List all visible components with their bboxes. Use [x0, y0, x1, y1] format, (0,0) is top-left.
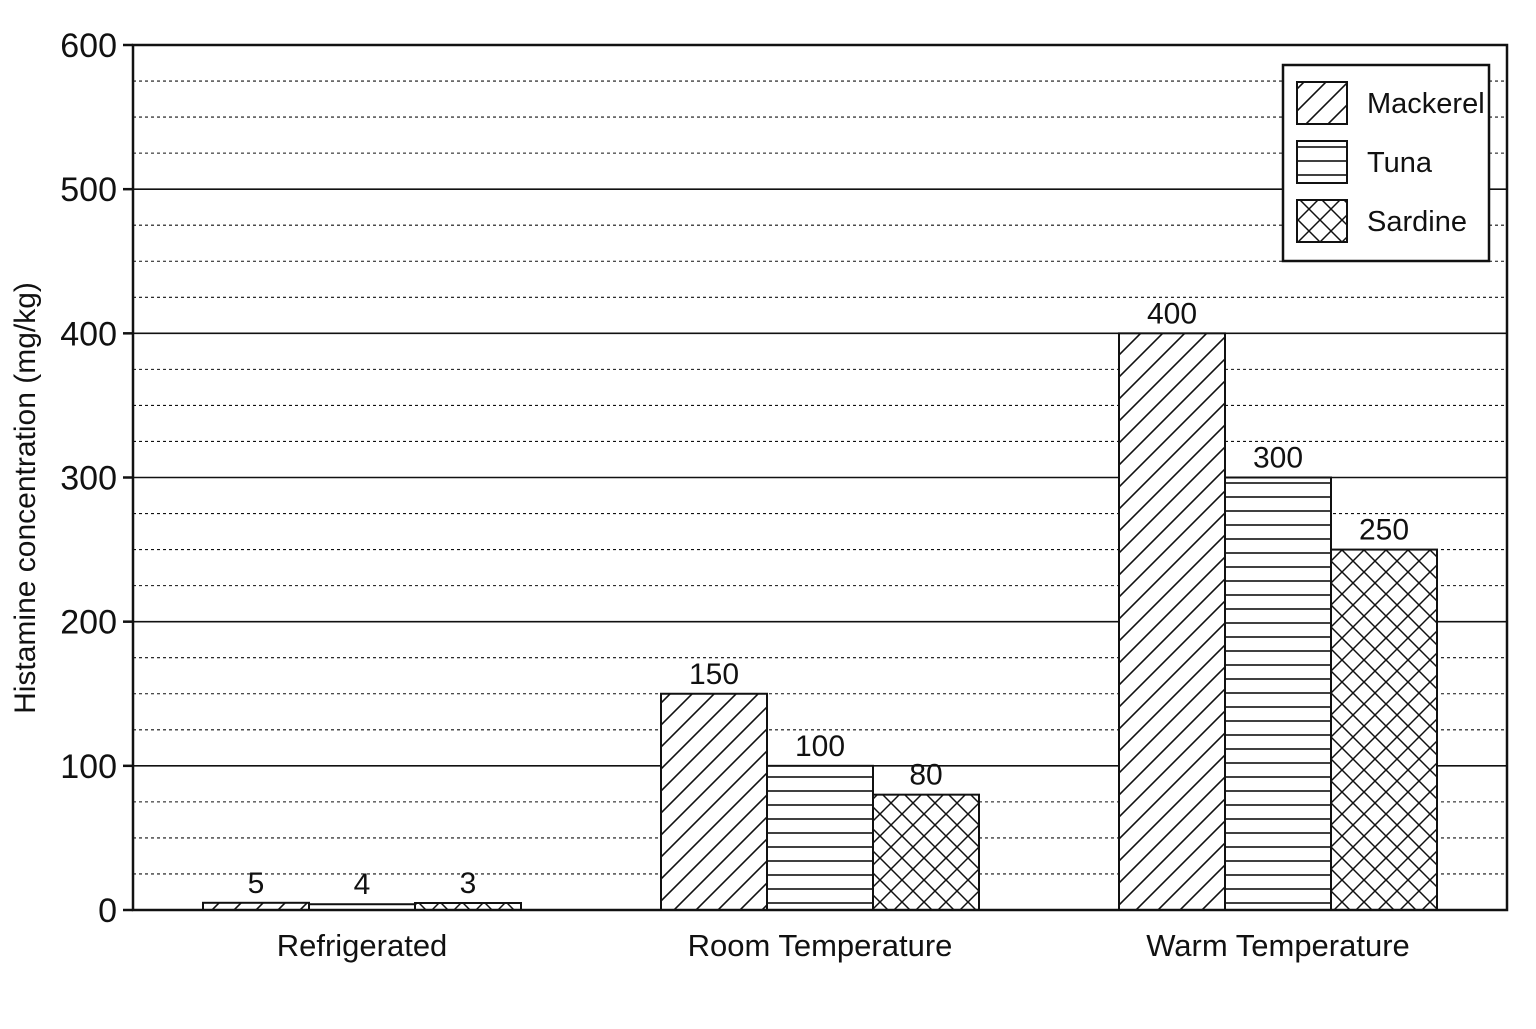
y-tick-label: 100 — [60, 748, 117, 786]
legend-label-mackerel: Mackerel — [1367, 88, 1485, 120]
legend-swatch-sardine — [1296, 199, 1348, 243]
bar-sardine-2 — [1330, 548, 1438, 911]
value-label: 3 — [460, 867, 477, 900]
value-label: 100 — [795, 730, 845, 763]
legend-swatch-tuna — [1296, 140, 1348, 184]
bar-tuna-1 — [766, 764, 874, 911]
legend-label-tuna: Tuna — [1367, 147, 1433, 179]
value-label: 150 — [689, 658, 739, 691]
value-label: 80 — [909, 759, 942, 792]
category-labels: Refrigerated Room Temperature Warm Tempera… — [277, 928, 1410, 963]
y-tick-label: 600 — [60, 27, 117, 65]
category-label: Refrigerated — [277, 928, 448, 963]
bars — [202, 332, 1438, 912]
y-tick-label: 500 — [60, 171, 117, 209]
y-tick-label: 300 — [60, 460, 117, 498]
value-label: 5 — [248, 867, 265, 900]
y-axis-ticks: 0 100 200 300 400 500 600 — [60, 27, 133, 930]
value-labels: 5 4 3 150 100 80 400 300 250 — [248, 297, 1409, 901]
value-label: 400 — [1147, 297, 1197, 330]
y-axis-title: Histamine concentration (mg/kg) — [9, 282, 42, 714]
value-label: 4 — [354, 868, 371, 901]
bar-tuna-2 — [1224, 476, 1332, 911]
bar-mackerel-1 — [660, 692, 768, 911]
grid-lines — [133, 80, 1507, 875]
y-tick-label: 200 — [60, 604, 117, 642]
bar-mackerel-2 — [1118, 332, 1226, 912]
legend: Mackerel Tuna Sardine — [1281, 63, 1491, 263]
bar-sardine-1 — [872, 793, 980, 912]
category-label: Room Temperature — [688, 928, 953, 963]
category-label: Warm Temperature — [1146, 928, 1410, 963]
value-label: 300 — [1253, 442, 1303, 475]
value-label: 250 — [1359, 514, 1409, 547]
legend-label-sardine: Sardine — [1367, 206, 1467, 238]
legend-swatch-mackerel — [1296, 81, 1348, 125]
y-tick-label: 0 — [98, 892, 117, 930]
y-tick-label: 400 — [60, 315, 117, 353]
